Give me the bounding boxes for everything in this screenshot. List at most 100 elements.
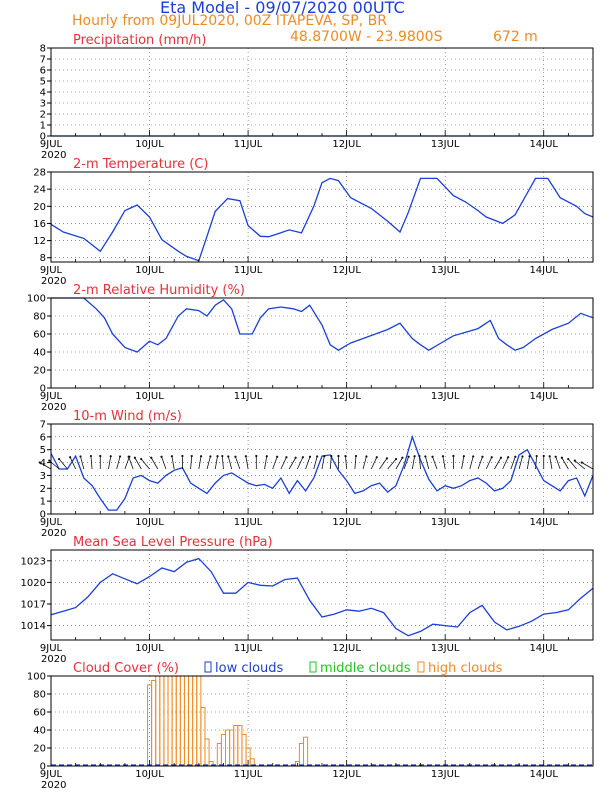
wind-arrow-head (301, 456, 304, 459)
y-tick-label: 4 (40, 88, 46, 99)
wind-arrow-head (285, 456, 288, 459)
wind-arrow (58, 458, 68, 470)
wind-arrow (116, 456, 121, 470)
y-tick-label: 1023 (21, 556, 46, 567)
wind-arrow-head (567, 457, 570, 461)
high-cloud-bar (303, 736, 309, 767)
wind-arrow (272, 456, 278, 470)
wind-arrow (124, 456, 130, 470)
wind-arrow-head (431, 455, 434, 458)
x-tick-label: 10JUL (135, 769, 164, 780)
wind-arrow-head (573, 459, 576, 462)
wind-arrow (432, 456, 438, 470)
x-tick-label: 14JUL (529, 139, 558, 150)
wind-arrow (227, 456, 233, 470)
wind-arrow (379, 458, 388, 470)
wind-arrow-head (140, 457, 143, 461)
series-line (50, 177, 594, 262)
wind-arrow (321, 456, 325, 470)
wind-arrow-head (316, 455, 319, 458)
x-tick-label: 10JUL (135, 391, 164, 402)
wind-arrow-head (255, 454, 258, 458)
panel-5: 1014 1017 1020 1023 9JUL 10JUL 11JUL 12JUL 13JUL… (21, 535, 594, 665)
x-tick-label: 12JUL (332, 139, 361, 150)
wind-arrow (555, 456, 561, 470)
y-tick-label: 20 (33, 744, 46, 755)
wind-arrow-head (514, 455, 517, 458)
wind-arrow (190, 456, 193, 470)
wind-arrow-head (554, 455, 557, 458)
wind-arrow (425, 456, 430, 470)
y-tick-label: 3 (40, 471, 46, 482)
y-tick-label: 40 (33, 348, 46, 359)
x-tick-label: 10JUL (135, 139, 164, 150)
x-tick-label: 12JUL (332, 517, 361, 528)
high-cloud-bar (151, 680, 157, 767)
x-tick-label: 10JUL (135, 643, 164, 654)
wind-arrow (461, 456, 465, 470)
high-cloud-bar (175, 675, 181, 767)
high-cloud-bar (220, 734, 227, 767)
y-tick-label: 100 (27, 294, 46, 305)
wind-arrow (206, 456, 211, 470)
wind-arrow-head (481, 455, 484, 458)
x-tick-label: 13JUL (431, 139, 460, 150)
high-cloud-bar (192, 675, 198, 767)
y-tick-label: 24 (33, 185, 46, 196)
wind-arrow-head (344, 454, 347, 458)
wind-arrow (574, 460, 586, 470)
wind-arrow-head (385, 457, 389, 460)
wind-arrow (140, 458, 150, 470)
series-line (50, 434, 594, 511)
high-cloud-bar (167, 675, 173, 767)
wind-arrow-head (48, 459, 51, 462)
x-tick-label: 13JUL (431, 643, 460, 654)
wind-arrow (171, 456, 175, 470)
wind-arrow-head (472, 455, 475, 458)
y-tick-label: 0 (40, 510, 46, 521)
panel-title: 2-m Relative Humidity (%) (73, 283, 245, 298)
y-tick-label: 12 (33, 236, 46, 247)
x-year-label: 2020 (41, 654, 66, 665)
y-tick-label: 80 (33, 312, 46, 323)
wind-arrow (510, 456, 516, 470)
x-year-label: 2020 (41, 276, 66, 287)
x-tick-label: 11JUL (234, 265, 263, 276)
wind-arrow-head (580, 461, 583, 464)
y-tick-label: 20 (33, 202, 46, 213)
panel-title: Cloud Cover (%) (73, 661, 179, 676)
wind-arrow (128, 456, 134, 470)
x-tick-label: 11JUL (234, 769, 263, 780)
wind-arrow (526, 456, 530, 470)
wind-arrow-head (38, 461, 41, 464)
y-tick-label: 40 (33, 726, 46, 737)
wind-arrow-head (424, 455, 427, 458)
series-line (51, 297, 594, 353)
x-tick-label: 13JUL (431, 265, 460, 276)
x-year-label: 2020 (41, 150, 66, 161)
wind-arrow (161, 456, 167, 470)
wind-arrow-head (79, 455, 82, 458)
wind-arrow-head (413, 455, 416, 458)
wind-arrow (305, 456, 311, 470)
wind-arrow-head (57, 457, 61, 461)
x-tick-label: 9JUL (40, 139, 63, 150)
wind-arrow (561, 457, 569, 470)
wind-arrow (80, 456, 85, 470)
wind-arrow-head (209, 455, 212, 458)
panel-title: Precipitation (mm/h) (73, 33, 206, 48)
series-line (50, 557, 594, 637)
wind-arrow-head (499, 456, 503, 459)
wind-arrow (329, 456, 332, 470)
chart-title: Eta Model - 09/07/2020 00UTC (160, 0, 405, 17)
high-cloud-bar (188, 675, 194, 767)
y-tick-label: 60 (33, 708, 46, 719)
wind-arrow-head (452, 454, 455, 458)
panel-title: 2-m Temperature (C) (73, 157, 208, 172)
wind-arrow (134, 457, 142, 470)
wind-arrow (395, 457, 403, 470)
wind-arrow-head (323, 455, 326, 458)
wind-arrow-head (441, 455, 445, 458)
x-tick-label: 14JUL (529, 517, 558, 528)
wind-arrow-head (330, 454, 333, 458)
